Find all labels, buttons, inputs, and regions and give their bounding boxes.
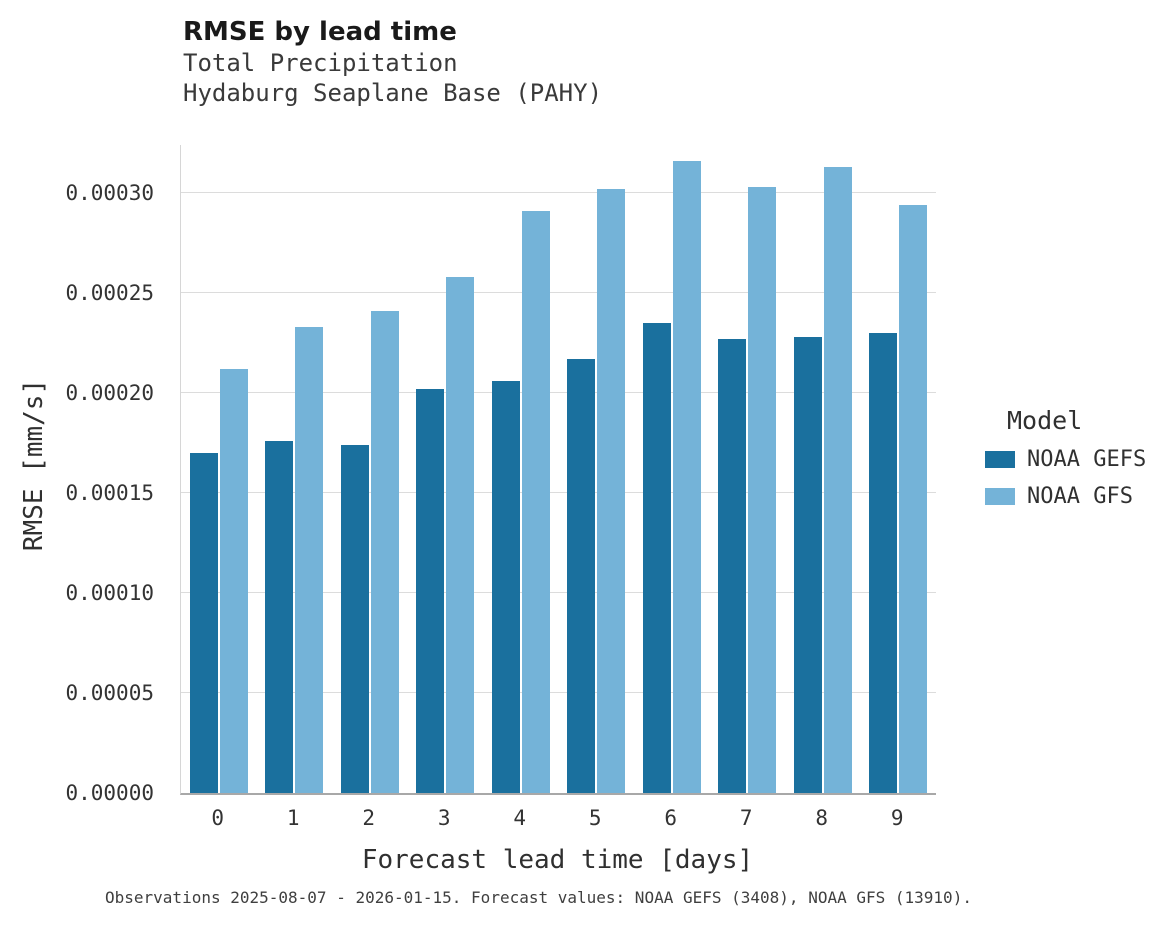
bar-noaa-gfs-day-2 [370,311,399,793]
x-tick-label: 6 [664,806,678,830]
x-tick-label: 7 [739,806,753,830]
bar-noaa-gefs-day-7 [718,339,747,793]
gridline [181,492,936,493]
bar-noaa-gefs-day-3 [416,389,445,793]
x-tick-label: 8 [815,806,829,830]
y-tick-label: 0.00030 [65,181,154,205]
bar-noaa-gefs-day-0 [189,453,218,793]
bar-noaa-gefs-day-8 [793,337,822,793]
x-tick-label: 1 [286,806,300,830]
gridline [181,692,936,693]
y-tick-label: 0.00025 [65,281,154,305]
legend-swatch-icon [985,451,1015,468]
bar-noaa-gfs-day-3 [446,277,475,793]
bar-noaa-gfs-day-4 [521,211,550,793]
bar-noaa-gfs-day-9 [899,205,928,793]
gridline [181,592,936,593]
bar-noaa-gefs-day-2 [340,445,369,793]
legend: Model NOAA GEFS NOAA GFS [985,406,1146,509]
bar-noaa-gefs-day-4 [491,381,520,793]
y-tick-label: 0.00015 [65,481,154,505]
bar-noaa-gefs-day-9 [869,333,898,793]
legend-entries: NOAA GEFS NOAA GFS [985,447,1146,509]
bar-noaa-gefs-day-6 [642,323,671,793]
bar-noaa-gfs-day-5 [597,189,626,793]
plot-area [180,145,936,795]
y-tick-label: 0.00005 [65,681,154,705]
bar-noaa-gfs-day-0 [219,369,248,793]
legend-label: NOAA GEFS [1027,447,1147,472]
x-tick-label: 0 [211,806,225,830]
chart-title: RMSE by lead time [183,17,457,47]
x-tick-label: 9 [890,806,904,830]
y-tick-label: 0.00000 [65,781,154,805]
bar-noaa-gefs-day-1 [265,441,294,793]
x-tick-label: 5 [588,806,602,830]
x-tick-label: 3 [437,806,451,830]
gridline [181,292,936,293]
bar-noaa-gefs-day-5 [567,359,596,793]
bar-noaa-gfs-day-7 [748,187,777,793]
x-axis-label: Forecast lead time [days] [361,845,754,875]
gridline [181,392,936,393]
caption: Observations 2025-08-07 - 2026-01-15. Fo… [105,888,972,907]
legend-entry-noaa-gefs: NOAA GEFS [985,447,1146,472]
bar-noaa-gfs-day-8 [823,167,852,793]
gridline [181,192,936,193]
chart-subtitle-station: Hydaburg Seaplane Base (PAHY) [183,79,603,107]
chart-subtitle-variable: Total Precipitation [183,49,458,77]
legend-entry-noaa-gfs: NOAA GFS [985,484,1146,509]
title-block: RMSE by lead time Total Precipitation Hy… [183,16,602,108]
legend-swatch-icon [985,488,1015,505]
legend-label: NOAA GFS [1027,484,1133,509]
x-tick-label: 4 [513,806,527,830]
x-tick-label: 2 [362,806,376,830]
bar-noaa-gfs-day-1 [295,327,324,793]
bar-noaa-gfs-day-6 [672,161,701,793]
legend-title: Model [1007,406,1083,435]
y-tick-label: 0.00010 [65,581,154,605]
y-tick-label: 0.00020 [65,381,154,405]
